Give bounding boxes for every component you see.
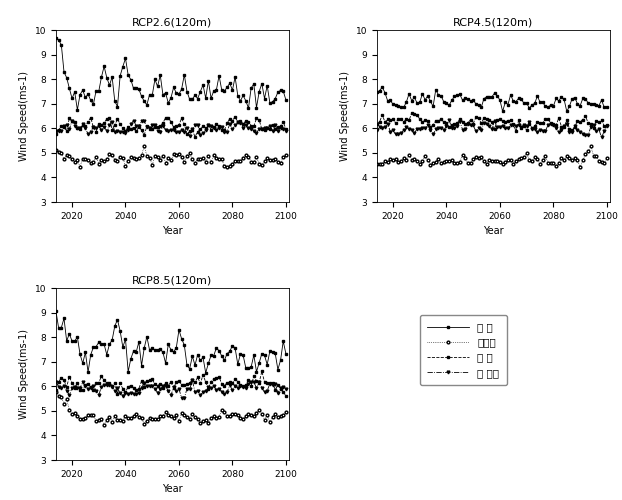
- X-axis label: Year: Year: [162, 484, 183, 494]
- X-axis label: Year: Year: [162, 226, 183, 236]
- Title: RCP2.6(120m): RCP2.6(120m): [132, 18, 212, 28]
- Title: RCP8.5(120m): RCP8.5(120m): [132, 276, 212, 286]
- Y-axis label: Wind Speed(ms-1): Wind Speed(ms-1): [19, 71, 29, 161]
- Y-axis label: Wind Speed(ms-1): Wind Speed(ms-1): [19, 329, 29, 419]
- Title: RCP4.5(120m): RCP4.5(120m): [453, 18, 534, 28]
- Y-axis label: Wind Speed(ms-1): Wind Speed(ms-1): [340, 71, 350, 161]
- Legend: 한 경, 대관령, 열 입, 서 남해: 한 경, 대관령, 열 입, 서 남해: [420, 315, 507, 385]
- X-axis label: Year: Year: [483, 226, 504, 236]
